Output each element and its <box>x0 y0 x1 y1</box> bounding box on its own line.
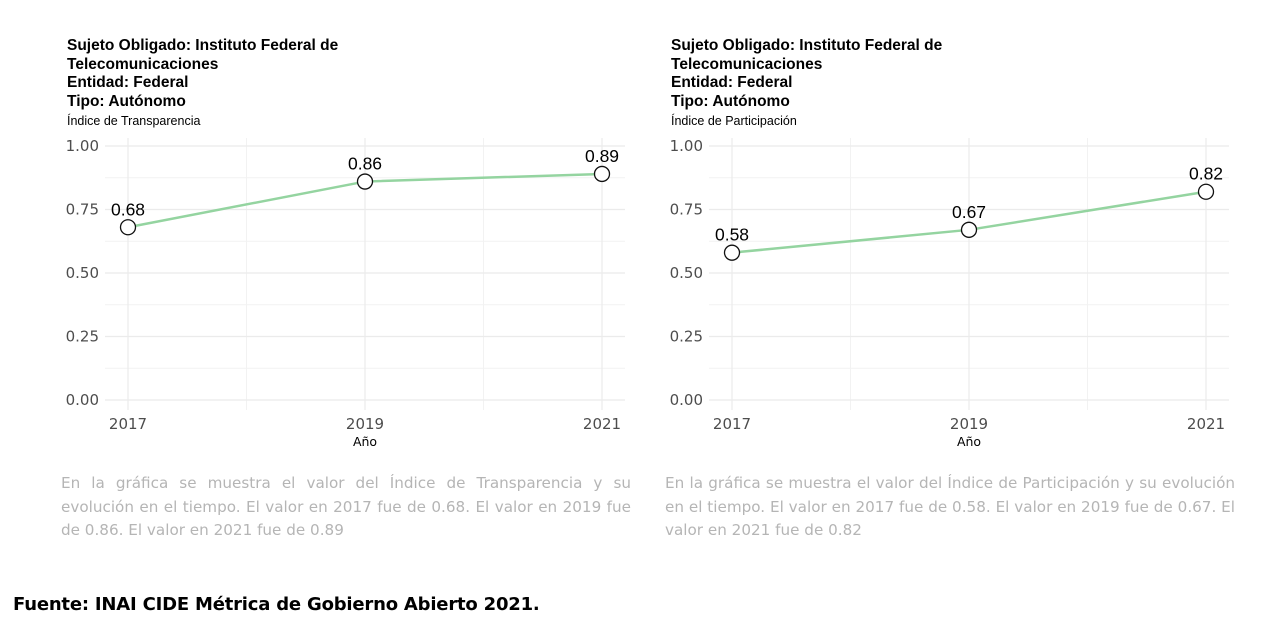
header-line: Telecomunicaciones <box>671 55 823 73</box>
header-line: Tipo: Autónomo <box>671 92 790 110</box>
x-axis-label: Año <box>353 434 377 449</box>
data-point <box>723 244 741 261</box>
chart-panel-transparencia: Sujeto Obligado: Instituto Federal de Te… <box>0 0 631 560</box>
data-label: 0.58 <box>715 225 749 245</box>
data-label: 0.68 <box>111 199 145 219</box>
chart-subtitle: Índice de Transparencia <box>67 114 201 128</box>
x-tick-label: 2017 <box>109 415 147 433</box>
y-tick-label: 1.00 <box>670 137 703 155</box>
x-tick-label: 2021 <box>1187 415 1225 433</box>
header-line: Sujeto Obligado: Instituto Federal de <box>671 37 943 54</box>
data-point <box>356 173 374 190</box>
y-tick-label: 0.50 <box>670 264 703 282</box>
chart-header: Sujeto Obligado: Instituto Federal de Te… <box>671 37 1001 129</box>
y-tick-label: 0.00 <box>66 391 99 409</box>
x-tick-label: 2021 <box>583 415 621 433</box>
header-line: Entidad: Federal <box>671 74 793 91</box>
chart-subtitle: Índice de Participación <box>671 114 797 128</box>
data-point <box>1197 183 1215 200</box>
y-tick-label: 0.50 <box>66 264 99 282</box>
x-tick-label: 2017 <box>713 415 751 433</box>
data-label: 0.89 <box>585 146 619 166</box>
data-label: 0.86 <box>348 154 382 174</box>
x-tick-label: 2019 <box>346 415 384 433</box>
y-tick-label: 0.75 <box>670 201 703 219</box>
chart-description: En la gráfica se muestra el valor del Ín… <box>61 474 631 539</box>
data-point <box>119 219 137 236</box>
chart-panel-participacion: Sujeto Obligado: Instituto Federal de Te… <box>604 0 1235 560</box>
data-point <box>960 221 978 238</box>
x-tick-label: 2019 <box>950 415 988 433</box>
header-line: Telecomunicaciones <box>67 55 219 73</box>
y-tick-label: 0.75 <box>66 201 99 219</box>
y-tick-label: 1.00 <box>66 137 99 155</box>
source-footer: Fuente: INAI CIDE Métrica de Gobierno Ab… <box>13 594 540 615</box>
header-line: Entidad: Federal <box>67 74 189 91</box>
data-point <box>593 165 611 183</box>
chart-header: Sujeto Obligado: Instituto Federal de Te… <box>67 37 397 129</box>
y-tick-label: 0.25 <box>670 328 703 346</box>
x-axis-label: Año <box>957 434 981 449</box>
line-chart-participacion: 0.00 0.25 0.50 0.75 1.00 2017 2019 2021 Año 0.58 0… <box>670 137 1229 449</box>
chart-description: En la gráfica se muestra el valor del Ín… <box>665 474 1235 539</box>
y-tick-label: 0.25 <box>66 328 99 346</box>
header-line: Tipo: Autónomo <box>67 92 186 110</box>
header-line: Sujeto Obligado: Instituto Federal de <box>67 37 339 54</box>
line-chart-transparencia: 0.00 0.25 0.50 0.75 1.00 2017 2019 2021 Año 0.68 0… <box>66 137 625 449</box>
data-label: 0.67 <box>952 202 986 222</box>
y-tick-label: 0.00 <box>670 391 703 409</box>
data-label: 0.82 <box>1189 164 1223 184</box>
